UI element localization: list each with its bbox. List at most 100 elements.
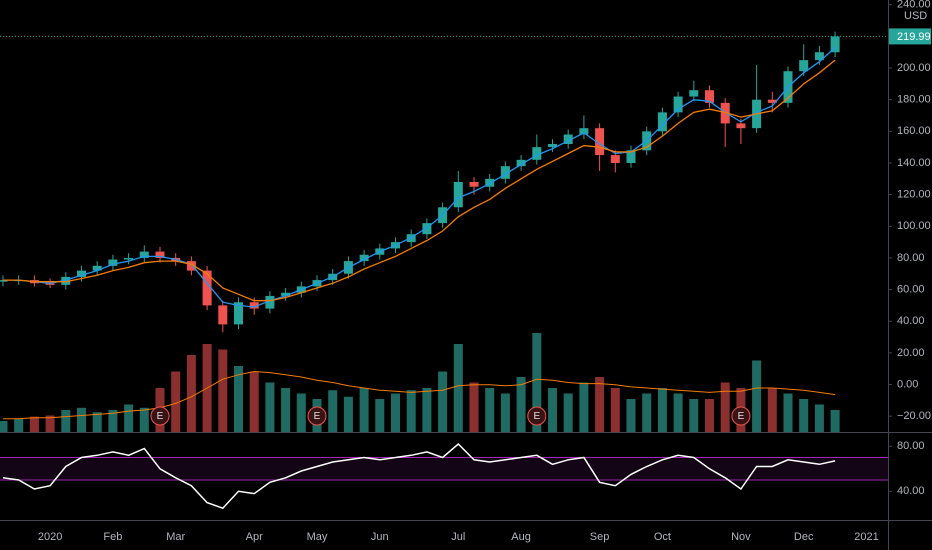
volume-bar (783, 393, 793, 432)
volume-bar (689, 399, 699, 432)
volume-bar (438, 371, 448, 432)
volume-bar (265, 382, 275, 432)
candle-body (234, 302, 243, 325)
candle-body (657, 112, 667, 132)
earnings-label: E (314, 411, 321, 422)
y-tick-label: 20.00 (897, 347, 925, 359)
candle-body (453, 181, 463, 208)
earnings-marker (307, 406, 327, 426)
volume-bar (0, 421, 8, 432)
y-tick-label: 120.00 (897, 189, 931, 201)
x-tick-label: Sep (590, 531, 610, 543)
earnings-marker (150, 406, 170, 426)
candle-body (689, 90, 699, 97)
volume-bar (500, 393, 510, 432)
x-tick-label: Dec (794, 531, 814, 543)
candle-body (579, 128, 589, 135)
candle-body (532, 147, 542, 160)
candle-body (814, 52, 824, 61)
volume-bar (767, 388, 777, 432)
x-tick-label: Apr (246, 531, 263, 543)
volume-ma-line (3, 370, 836, 420)
volume-bar (375, 399, 385, 432)
volume-bar (626, 399, 636, 432)
volume-bar (249, 371, 259, 432)
y-tick-label: −20.00 (897, 410, 931, 422)
volume-bar (453, 344, 463, 432)
candle-body (673, 96, 683, 113)
candle-body (61, 276, 71, 285)
y-tick-label: 140.00 (897, 157, 931, 169)
candle-body (281, 292, 291, 296)
volume-bar (814, 404, 824, 432)
volume-bar (343, 396, 353, 432)
volume-bar (281, 388, 291, 432)
earnings-marker (731, 406, 751, 426)
moving-average-line (3, 59, 836, 302)
candle-body (45, 283, 55, 285)
volume-bar (296, 393, 306, 432)
volume-bar (752, 360, 762, 432)
volume-bar (579, 382, 589, 432)
volume-bar (186, 355, 196, 432)
candle-body (485, 178, 495, 187)
earnings-label: E (738, 411, 745, 422)
moving-average-line (3, 47, 836, 308)
candle-body (249, 302, 259, 309)
volume-bar (406, 390, 416, 432)
earnings-marker (527, 406, 547, 426)
volume-bar (516, 377, 526, 432)
earnings-label: E (533, 411, 540, 422)
rsi-layer (0, 442, 888, 510)
unit-label: USD (904, 10, 927, 22)
y-tick-label: 200.00 (897, 62, 931, 74)
candle-body (469, 181, 479, 187)
y-tick-label: 240.00 (897, 0, 931, 11)
volume-bar (610, 388, 620, 432)
earnings-label: E (157, 411, 164, 422)
x-tick-label: Nov (731, 531, 751, 543)
candle-body (548, 144, 557, 148)
y-tick-label: 80.00 (897, 252, 925, 264)
x-tick-label: Aug (511, 531, 531, 543)
candle-body (124, 257, 134, 260)
candle-body (830, 36, 840, 53)
unit-bg (893, 9, 931, 22)
x-tick-label: 2021 (854, 531, 878, 543)
candle-body (626, 150, 636, 163)
candle-body (155, 251, 165, 258)
y-tick-label: 160.00 (897, 125, 931, 137)
volume-bar (595, 377, 605, 432)
x-tick-label: Mar (166, 531, 185, 543)
candle-body (799, 60, 809, 72)
y-tick-label: 180.00 (897, 94, 931, 106)
candle-body (406, 234, 416, 243)
candle-body (610, 155, 620, 163)
volume-bar (799, 399, 809, 432)
candle-body (77, 270, 86, 277)
rsi-band-fill (0, 457, 888, 481)
candle-body (705, 90, 714, 103)
volume-bar (29, 416, 39, 432)
x-tick-label: Feb (103, 531, 122, 543)
x-tick-label: 2020 (38, 531, 62, 543)
candle-body (108, 259, 118, 266)
volume-bar (720, 382, 730, 432)
volume-bar (77, 407, 86, 432)
volume-bar (532, 333, 542, 432)
volume-bar (328, 390, 338, 432)
volume-bar (485, 388, 495, 432)
candle-body (563, 134, 573, 144)
y-tick-label: 100.00 (897, 220, 931, 232)
volume-bar (14, 418, 24, 432)
candle-body (202, 270, 212, 306)
volume-bar (61, 410, 71, 432)
volume-bar (108, 410, 118, 432)
volume-bar (469, 382, 479, 432)
candle-body (218, 305, 228, 325)
volume-bar (45, 415, 55, 432)
candle-body (186, 261, 196, 271)
y-tick-label: 80.00 (897, 440, 925, 452)
